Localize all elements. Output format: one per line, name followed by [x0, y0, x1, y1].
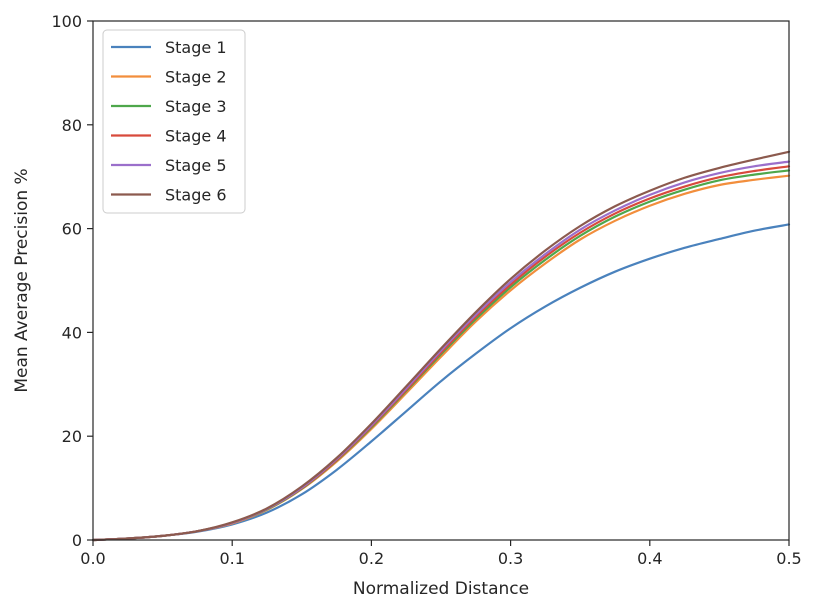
- y-tick-label: 100: [51, 12, 82, 31]
- series-line-stage-6: [91, 150, 791, 542]
- y-axis-ticks: 0 20 40 60 80 100: [51, 12, 93, 550]
- x-axis-ticks: 0.0 0.1 0.2 0.3 0.4 0.5: [80, 540, 802, 568]
- legend-label-stage-1: Stage 1: [165, 38, 227, 57]
- series-layer: [91, 150, 791, 542]
- legend: Stage 1 Stage 2 Stage 3 Stage 4 Stage 5 Stage…: [102, 29, 246, 214]
- plot-frame: [92, 20, 790, 541]
- y-tick-label: 0: [72, 531, 82, 550]
- x-axis-label: Normalized Distance: [353, 579, 529, 599]
- x-tick-label: 0.3: [498, 549, 523, 568]
- x-tick-label: 0.1: [219, 549, 244, 568]
- legend-label-stage-3: Stage 3: [165, 97, 227, 116]
- y-tick-label: 80: [62, 116, 82, 135]
- x-tick-label: 0.2: [359, 549, 384, 568]
- y-tick-label: 20: [62, 427, 82, 446]
- y-tick-label: 60: [62, 220, 82, 239]
- legend-label-stage-2: Stage 2: [165, 68, 227, 87]
- legend-label-stage-6: Stage 6: [165, 186, 227, 205]
- x-tick-label: 0.0: [80, 549, 105, 568]
- x-tick-label: 0.5: [776, 549, 801, 568]
- y-axis-label: Mean Average Precision %: [12, 168, 32, 392]
- x-tick-label: 0.4: [637, 549, 662, 568]
- legend-label-stage-4: Stage 4: [165, 127, 227, 146]
- y-tick-label: 40: [62, 323, 82, 342]
- legend-label-stage-5: Stage 5: [165, 156, 227, 175]
